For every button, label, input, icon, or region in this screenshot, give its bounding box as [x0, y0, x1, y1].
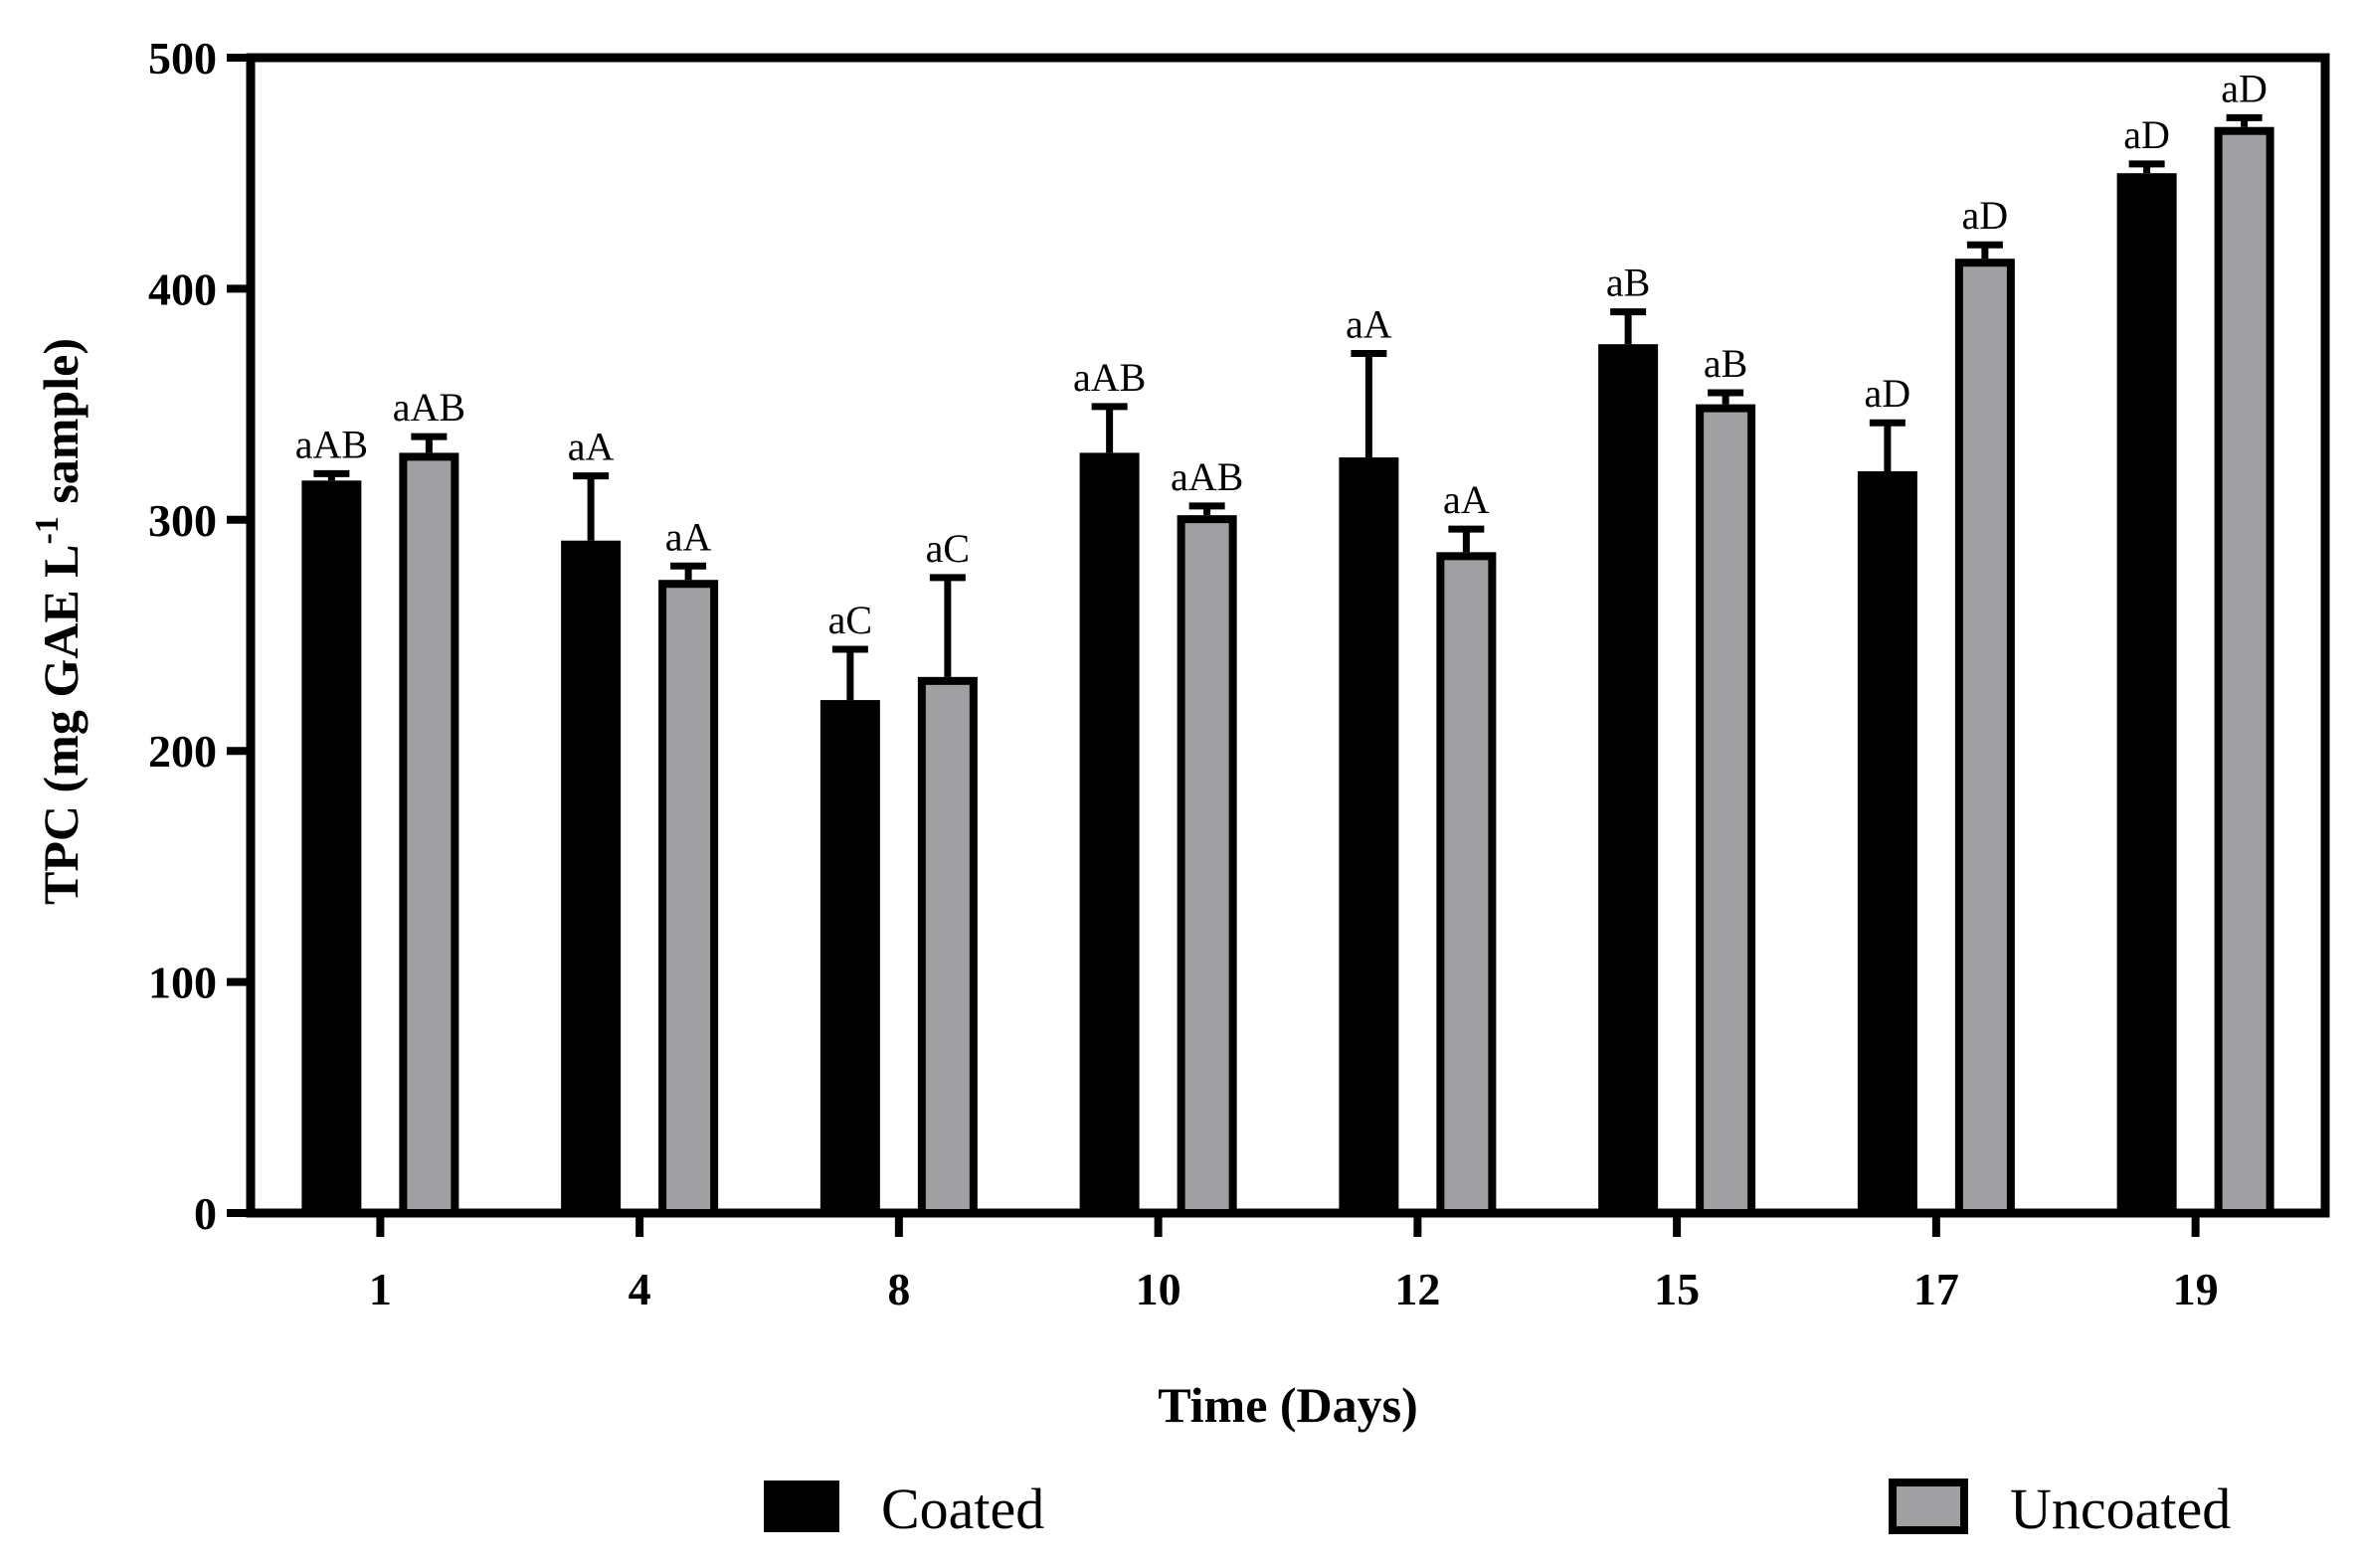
y-tick-label: 100: [148, 958, 217, 1008]
x-axis-title: Time (Days): [1158, 1377, 1418, 1433]
legend-swatch-coated: [764, 1481, 839, 1532]
significance-label-coated: aC: [828, 598, 872, 642]
significance-label-coated: aB: [1606, 261, 1650, 305]
significance-label-coated: aAB: [1073, 355, 1146, 400]
significance-label-uncoated: aB: [1704, 341, 1747, 386]
y-tick-label: 400: [148, 263, 217, 314]
plot-border: [246, 53, 2330, 1218]
significance-label-uncoated: aAB: [393, 385, 465, 430]
significance-label-uncoated: aAB: [1171, 454, 1243, 499]
bar-uncoated: [2214, 126, 2274, 1218]
bar-uncoated: [1177, 515, 1237, 1217]
significance-label-coated: aD: [1865, 371, 1911, 416]
legend-label-coated: Coated: [881, 1477, 1044, 1541]
x-tick-label: 1: [369, 1264, 392, 1314]
y-tick-label: 500: [148, 33, 217, 84]
x-tick-label: 8: [887, 1264, 910, 1314]
bar-coated: [1598, 344, 1659, 1213]
bar-uncoated: [658, 580, 719, 1217]
plot-frame: [246, 53, 2330, 1218]
y-tick-label: 0: [194, 1188, 217, 1239]
y-axis: 0 100 200 300 400 500: [148, 33, 251, 1239]
bar-uncoated: [1696, 404, 1756, 1218]
significance-label-coated: aD: [2123, 112, 2170, 157]
x-tick-label: 10: [1136, 1264, 1181, 1314]
legend-label-uncoated: Uncoated: [2010, 1477, 2231, 1541]
y-axis-title: TPC (mg GAE L-1 sample): [29, 338, 89, 905]
bar-coated: [1079, 452, 1140, 1213]
y-axis-title-main: TPC (mg GAE L: [33, 544, 89, 905]
bar-coated: [1857, 470, 1917, 1214]
y-tick-label: 300: [148, 495, 217, 546]
significance-labels: aAB aAB aA aA aC aC aAB aAB aA aA aB aB aD aD aD aD: [295, 66, 2268, 642]
significance-label-uncoated: aA: [665, 514, 712, 559]
x-tick-label: 4: [629, 1264, 651, 1314]
bar-uncoated: [1954, 259, 2015, 1217]
significance-label-uncoated: aD: [2221, 66, 2268, 110]
x-tick-label: 12: [1394, 1264, 1440, 1314]
significance-label-coated: aA: [1346, 301, 1392, 346]
x-tick-label: 17: [1913, 1264, 1959, 1314]
y-axis-title-tail: sample): [33, 338, 89, 516]
bars: [301, 113, 2274, 1218]
bar-coated: [2116, 173, 2177, 1214]
legend-swatch-uncoated: [1889, 1479, 1968, 1534]
bar-uncoated: [399, 452, 459, 1217]
significance-label-uncoated: aD: [1962, 193, 2009, 238]
significance-label-coated: aA: [568, 425, 615, 469]
x-tick-label: 15: [1654, 1264, 1700, 1314]
bar-coated: [301, 480, 362, 1213]
bar-coated: [819, 700, 880, 1213]
bar-uncoated: [917, 676, 978, 1217]
significance-label-coated: aAB: [295, 422, 368, 466]
bar-coated: [1339, 457, 1399, 1213]
bar-coated: [561, 540, 622, 1213]
significance-label-uncoated: aA: [1443, 477, 1490, 522]
legend: Coated Uncoated: [764, 1477, 2231, 1541]
bar-uncoated: [1436, 552, 1497, 1217]
x-axis: 1 4 8 10 12 15 17 19: [369, 1213, 2219, 1314]
y-tick-label: 200: [148, 726, 217, 777]
x-tick-label: 19: [2173, 1264, 2219, 1314]
y-axis-title-superscript: -1: [29, 516, 66, 544]
significance-label-uncoated: aC: [926, 526, 970, 571]
